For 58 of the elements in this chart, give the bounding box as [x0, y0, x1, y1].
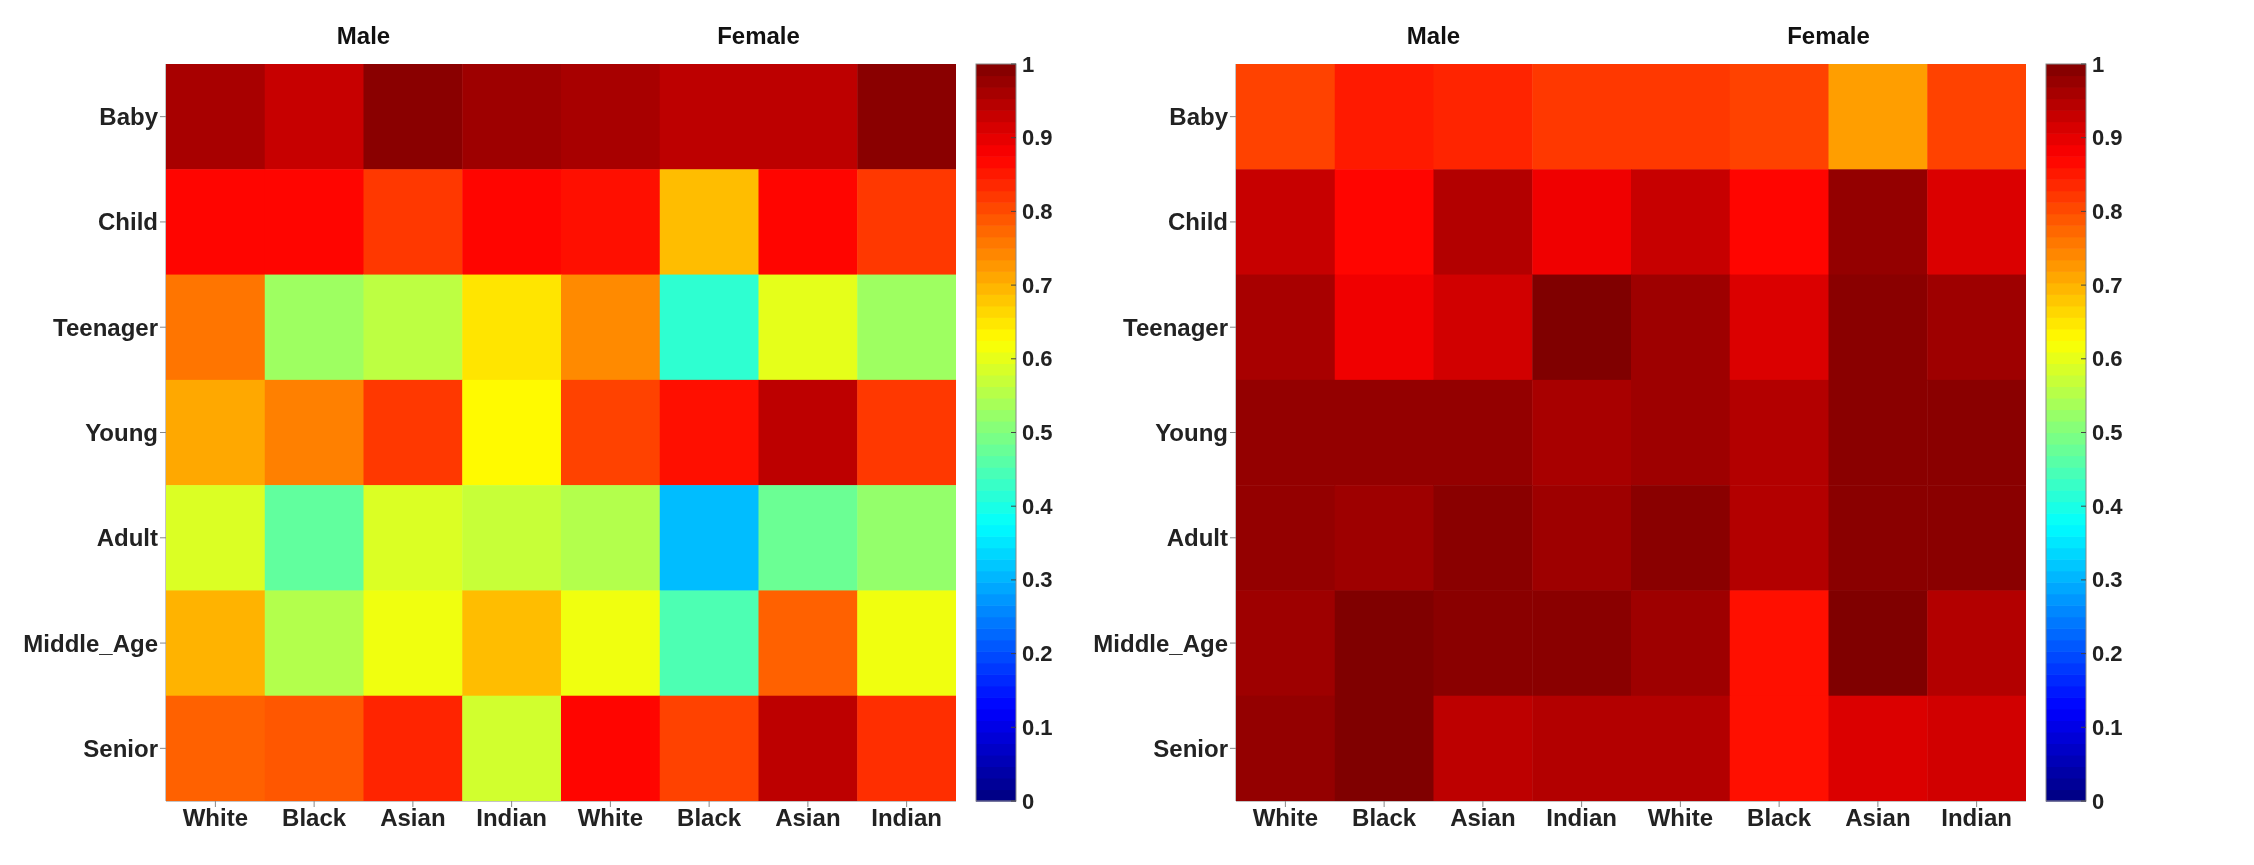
x-tick-label: White: [1252, 804, 1319, 832]
x-tick-label: Black: [677, 804, 742, 832]
color-bar-label: 0.9: [1022, 125, 1053, 151]
text: Female: [717, 22, 800, 50]
x-tick-label: Black: [282, 804, 347, 832]
x-tick-label: Indian: [476, 804, 547, 832]
color-bar-label: 0.2: [1022, 641, 1053, 667]
y-tick-label: Teenager: [53, 313, 158, 341]
color-bar-label: 0.3: [1022, 567, 1053, 593]
y-tick-label: Middle_Age: [1093, 629, 1228, 657]
colorbar: 0 0.1 0.2 0.3 0.4 0.5 0.6 0.7 0.8 0.9 1: [968, 8, 1078, 857]
y-tick-label: Child: [98, 208, 158, 236]
x-tick-label: Indian: [1546, 804, 1617, 832]
y-tick-label: Child: [1168, 208, 1228, 236]
text: Male: [336, 22, 391, 50]
color-bar-label: 0.8: [1022, 198, 1053, 224]
color-bar-label: 0.6: [2092, 346, 2123, 372]
color-bar-label: 0.7: [1022, 272, 1053, 298]
y-tick-label: Baby: [1169, 103, 1229, 131]
x-tick-label: Asian: [1845, 804, 1911, 832]
y-tick-label: Young: [85, 419, 158, 447]
y-tick-label: Middle_Age: [23, 629, 158, 657]
color-bar-label: 0.5: [1022, 420, 1053, 445]
y-tick-label: Young: [1155, 419, 1228, 447]
y-tick-label: Senior: [83, 734, 158, 762]
x-tick-label: Black: [1352, 804, 1417, 832]
color-bar-label: 0.7: [2092, 272, 2123, 298]
x-tick-label: Indian: [1941, 804, 2012, 832]
color-bar-label: 0.1: [1022, 714, 1053, 740]
color-bar-label: 0.1: [2092, 714, 2123, 740]
x-tick-label: White: [182, 804, 249, 832]
color-bar-label: 0.9: [2092, 125, 2123, 151]
y-tick-label: Baby: [99, 103, 159, 131]
color-bar-label: 1: [1022, 51, 1035, 77]
x-tick-label: White: [1647, 804, 1714, 832]
color-bar-label: 0.2: [2092, 641, 2123, 667]
x-tick-label: Asian: [380, 804, 446, 832]
color-bar-label: 0: [2092, 788, 2105, 814]
color-bar-label: 0.4: [2092, 493, 2124, 519]
color-bar-label: 0.4: [1022, 493, 1054, 519]
x-tick-label: Asian: [775, 804, 841, 832]
x-tick-label: White: [577, 804, 644, 832]
y-tick-label: Adult: [96, 524, 159, 552]
y-tick-label: Senior: [1153, 734, 1228, 762]
text: Female: [1787, 22, 1870, 50]
y-tick-label: Teenager: [1123, 313, 1228, 341]
color-bar-label: 0: [1022, 788, 1035, 814]
color-bar-label: 0.5: [2092, 420, 2123, 445]
color-bar-label: 1: [2092, 51, 2105, 77]
color-bar-label: 0.6: [1022, 346, 1053, 372]
x-tick-label: Black: [1747, 804, 1812, 832]
text: Male: [1406, 22, 1461, 50]
color-bar-label: 0.8: [2092, 198, 2123, 224]
x-tick-label: Indian: [871, 804, 942, 832]
color-bar-label: 0.3: [2092, 567, 2123, 593]
y-tick-label: Adult: [1166, 524, 1229, 552]
x-tick-label: Asian: [1450, 804, 1516, 832]
colorbar: 0 0.1 0.2 0.3 0.4 0.5 0.6 0.7 0.8 0.9 1: [2038, 8, 2148, 857]
